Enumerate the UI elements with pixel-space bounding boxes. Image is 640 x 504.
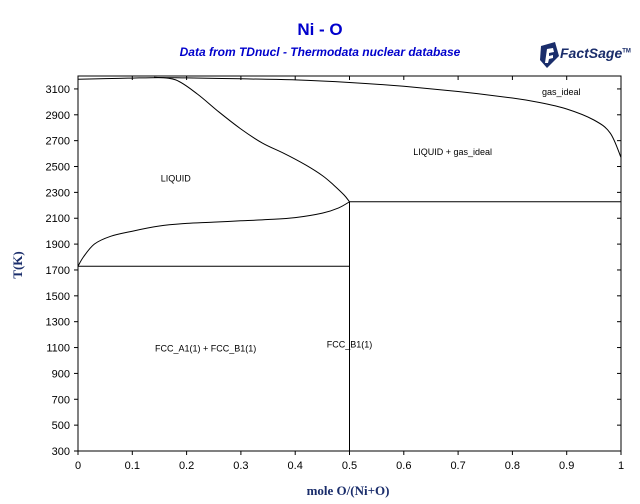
region-label-gas-ideal: gas_ideal [542,87,581,97]
y-tick-label: 300 [52,446,70,458]
y-tick-label: 700 [52,394,70,406]
y-tick-label: 900 [52,368,70,380]
phase-boundary-gas-liquid-boundary [77,77,622,158]
y-tick-label: 2900 [46,110,70,122]
factsage-logo: FactSageTM [538,40,631,70]
logo-text: FactSageTM [560,45,631,61]
x-axis-label: mole O/(Ni+O) [307,483,390,498]
x-axis-ticks: 0 0.1 0.2 0.3 0.4 0.5 0.6 0.7 0.8 0.9 1 [75,76,624,472]
x-tick-label: 0.6 [396,460,411,472]
x-tick-label: 0.1 [125,460,140,472]
y-tick-label: 2700 [46,136,70,148]
y-axis-ticks: 300 500 700 900 1100 1300 1500 1700 1900 2100 2300… [46,84,621,458]
phase-boundary-liquid-upper-boundary [153,76,350,203]
phase-boundary-liquidus-fcc [77,201,350,267]
x-tick-label: 0.3 [233,460,248,472]
region-label-liquid-gas: LIQUID + gas_ideal [413,147,492,157]
x-tick-label: 0.2 [179,460,194,472]
logo-word: FactSage [560,45,623,61]
region-label-liquid: LIQUID [161,174,192,184]
y-tick-label: 1900 [46,239,70,251]
x-tick-label: 0.7 [450,460,465,472]
y-tick-label: 1300 [46,317,70,329]
phase-boundaries [77,76,622,451]
y-tick-label: 1100 [46,343,70,355]
y-tick-label: 2300 [46,187,70,199]
x-tick-label: 0.4 [288,460,303,472]
chart-title: Ni - O [297,20,343,39]
x-tick-label: 0 [75,460,81,472]
y-tick-label: 2100 [46,213,70,225]
region-label-fcc-b1: FCC_B1(1) [327,340,373,350]
region-label-fcc-two-phase: FCC_A1(1) + FCC_B1(1) [155,343,256,353]
y-tick-label: 500 [52,420,70,432]
x-tick-label: 0.9 [559,460,574,472]
region-labels: gas_ideal LIQUID + gas_ideal LIQUID FCC_A1(… [155,87,581,354]
chart-subtitle: Data from TDnucl - Thermodata nuclear da… [179,45,461,59]
x-tick-label: 0.8 [505,460,520,472]
logo-trademark: TM [622,48,631,55]
y-axis-label: T(K) [10,251,25,278]
y-tick-label: 2500 [46,162,70,174]
x-tick-label: 1 [618,460,624,472]
x-tick-label: 0.5 [342,460,357,472]
factsage-logo-mark-icon [540,42,559,68]
y-tick-label: 1700 [46,265,70,277]
y-tick-label: 3100 [46,84,70,96]
y-tick-label: 1500 [46,291,70,303]
